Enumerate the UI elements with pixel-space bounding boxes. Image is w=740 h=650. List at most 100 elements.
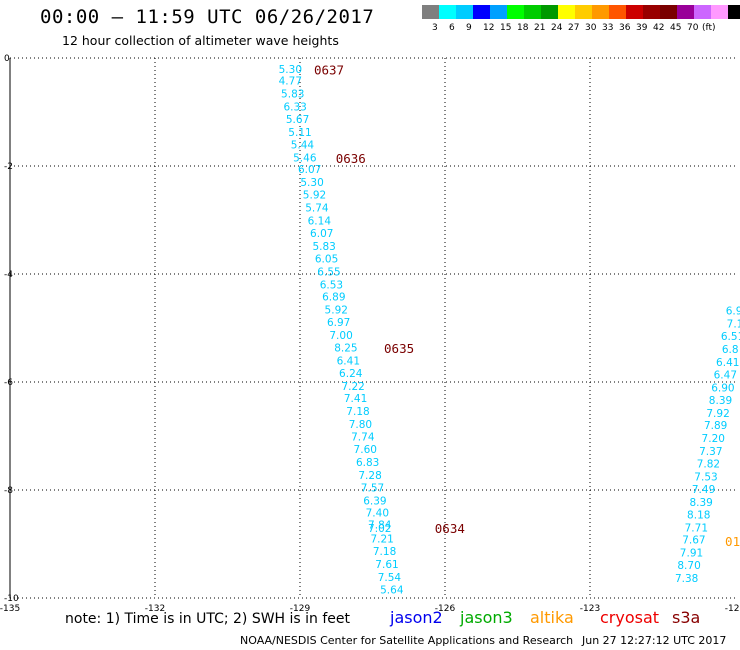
axes: -135 -132 -129 -126 -123 -120 0 -2 -4 -6 -8 -10 xyxy=(0,54,740,614)
wave-height-point: 8.25 xyxy=(334,342,357,354)
pass-time-label: 0637 xyxy=(314,62,344,77)
wave-height-point: 6.97 xyxy=(327,317,350,329)
wave-height-point: 7.91 xyxy=(680,548,703,560)
x-tick-label: -123 xyxy=(580,604,600,614)
y-tick-label: -6 xyxy=(4,378,13,388)
wave-height-point: 7.84 xyxy=(368,520,392,532)
legend-swatch xyxy=(524,5,541,19)
wave-height-point: 7.18 xyxy=(346,406,369,418)
pass-time-label: 01 xyxy=(725,534,740,549)
wave-height-point: 6.07 xyxy=(298,164,321,176)
wave-height-point: 5.83 xyxy=(312,241,335,253)
legend-unit: (ft) xyxy=(702,23,716,33)
wave-height-point: 5.92 xyxy=(325,305,348,317)
legend-label: 45 xyxy=(670,23,682,33)
wave-height-point: 7.38 xyxy=(675,573,698,585)
pass-time-label: 0634 xyxy=(435,521,465,536)
wave-height-point: 5.74 xyxy=(305,203,329,215)
wave-height-point: 5.67 xyxy=(286,114,309,126)
legend-label: 3 xyxy=(432,23,438,33)
wave-height-point: 6.33 xyxy=(283,102,306,114)
legend-swatch xyxy=(711,5,728,19)
satellite-name: jason3 xyxy=(460,608,513,627)
wave-height-point: 6.90 xyxy=(711,382,734,394)
wave-height-point: 7.02 xyxy=(368,523,391,535)
satellite-name: jason2 xyxy=(390,608,443,627)
legend-swatch xyxy=(422,5,439,19)
legend-label: 33 xyxy=(602,23,614,33)
wave-height-point: 7.53 xyxy=(694,472,717,484)
legend-swatch xyxy=(626,5,643,19)
legend-swatch xyxy=(592,5,609,19)
credit-line: NOAA/NESDIS Center for Satellite Applica… xyxy=(240,634,574,647)
wave-height-point: 7.28 xyxy=(358,470,381,482)
satellite-name: altika xyxy=(530,608,574,627)
wave-height-point: 7.92 xyxy=(706,408,729,420)
x-tick-label: -135 xyxy=(0,604,20,614)
wave-height-point: 7.40 xyxy=(366,508,389,520)
legend-label: 21 xyxy=(534,23,546,33)
wave-height-point: 7.89 xyxy=(704,420,727,432)
wave-height-point: 5.83 xyxy=(281,89,304,101)
footnote: note: 1) Time is in UTC; 2) SWH is in fe… xyxy=(65,611,351,627)
legend-swatch xyxy=(507,5,524,19)
wave-height-point: 7.37 xyxy=(699,446,722,458)
legend-swatch xyxy=(456,5,473,19)
wave-height-point: 5.64 xyxy=(380,584,404,596)
legend-swatch xyxy=(694,5,711,19)
x-tick-label: -126 xyxy=(435,604,456,614)
legend-label: 42 xyxy=(653,23,665,33)
wave-height-point: 6.41 xyxy=(337,355,360,367)
legend-swatch xyxy=(558,5,575,19)
wave-height-point: 7.67 xyxy=(682,535,705,547)
legend-label: 6 xyxy=(449,23,455,33)
wave-height-point: 8.39 xyxy=(709,395,732,407)
wave-height-point: 6.41 xyxy=(716,357,739,369)
legend-swatch xyxy=(643,5,660,19)
wave-height-point: 6.53 xyxy=(320,279,343,291)
y-tick-label: -10 xyxy=(4,594,19,604)
wave-height-point: 6.91 xyxy=(726,306,740,318)
satellite-name: s3a xyxy=(672,608,701,627)
wave-height-point: 7.1 xyxy=(727,319,740,331)
legend-swatch xyxy=(575,5,592,19)
wave-height-point: 4.77 xyxy=(279,76,302,88)
wave-height-point: 8.39 xyxy=(689,497,712,509)
legend-label: 30 xyxy=(585,23,597,33)
wave-height-point: 6.83 xyxy=(356,457,379,469)
wave-height-point: 6.51 xyxy=(721,331,740,343)
wave-height-point: 5.46 xyxy=(293,152,317,164)
wave-height-point: 5.30 xyxy=(300,177,323,189)
wave-height-point: 7.49 xyxy=(692,484,715,496)
wave-height-point: 6.05 xyxy=(315,253,338,265)
legend-label: 39 xyxy=(636,23,648,33)
wave-height-point: 6.89 xyxy=(322,292,345,304)
x-tick-label: -129 xyxy=(290,604,311,614)
data-points: 5.304.775.836.335.675.115.445.466.075.30… xyxy=(279,62,740,596)
wave-height-point: 5.30 xyxy=(279,64,302,76)
x-tick-label: -132 xyxy=(145,604,165,614)
wave-height-point: 7.57 xyxy=(361,482,384,494)
wave-height-point: 7.60 xyxy=(354,444,377,456)
wave-height-point: 7.00 xyxy=(329,330,352,342)
legend-swatch xyxy=(609,5,626,19)
wave-height-point: 7.71 xyxy=(685,522,708,534)
wave-height-point: 5.44 xyxy=(291,139,315,151)
legend-label: 9 xyxy=(466,23,472,33)
wave-height-point: 7.74 xyxy=(351,432,375,444)
wave-height-point: 7.82 xyxy=(697,459,720,471)
wave-height-point: 6.39 xyxy=(363,495,386,507)
satellite-name: cryosat xyxy=(600,608,660,627)
legend-swatch xyxy=(677,5,694,19)
wave-height-point: 6.55 xyxy=(317,266,340,278)
wave-height-point: 5.92 xyxy=(303,190,326,202)
generation-timestamp: Jun 27 12:27:12 UTC 2017 xyxy=(582,634,727,647)
page-subtitle: 12 hour collection of altimeter wave hei… xyxy=(62,33,339,48)
wave-height-point: 6.8 xyxy=(722,344,739,356)
legend-label: 70 xyxy=(687,23,699,33)
legend-label: 12 xyxy=(483,23,495,33)
legend-label: 36 xyxy=(619,23,631,33)
legend-swatch xyxy=(439,5,456,19)
legend-swatch xyxy=(728,5,740,19)
wave-height-point: 5.11 xyxy=(288,127,311,139)
